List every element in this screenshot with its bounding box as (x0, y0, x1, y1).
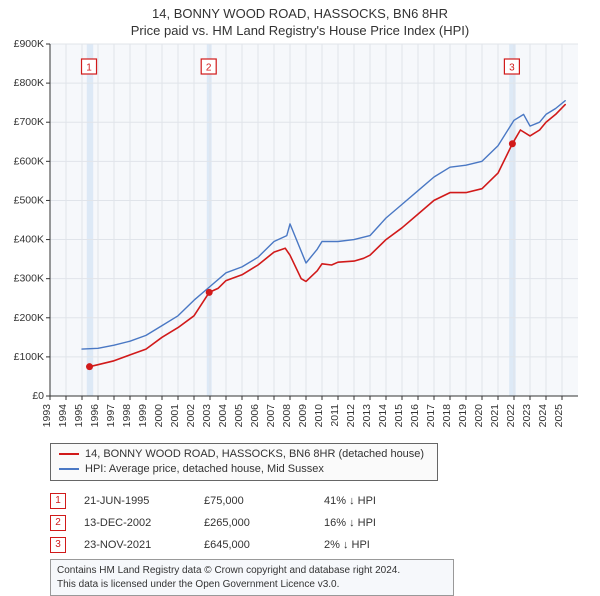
svg-text:2007: 2007 (265, 404, 277, 428)
event-row: 2 13-DEC-2002£265,00016% ↓ HPI (50, 512, 434, 534)
svg-text:2001: 2001 (169, 404, 181, 428)
legend-swatch-hpi (59, 468, 79, 470)
event-date: 23-NOV-2021 (84, 539, 204, 551)
footer-line2: This data is licensed under the Open Gov… (57, 578, 447, 592)
event-date: 21-JUN-1995 (84, 495, 204, 507)
svg-text:3: 3 (509, 63, 515, 74)
svg-text:2018: 2018 (441, 404, 453, 428)
event-diff: 16% ↓ HPI (324, 517, 434, 529)
svg-text:1997: 1997 (105, 404, 117, 428)
svg-text:1996: 1996 (89, 404, 101, 428)
svg-text:£900K: £900K (14, 38, 44, 50)
svg-text:£200K: £200K (14, 312, 44, 324)
svg-text:2022: 2022 (505, 404, 517, 428)
event-diff: 2% ↓ HPI (324, 539, 434, 551)
event-marker: 3 (50, 537, 66, 553)
svg-text:2010: 2010 (313, 404, 325, 428)
svg-text:1995: 1995 (73, 404, 85, 428)
svg-text:£600K: £600K (14, 155, 44, 167)
event-row: 1 21-JUN-1995£75,00041% ↓ HPI (50, 490, 434, 512)
svg-text:2015: 2015 (393, 404, 405, 428)
svg-text:1: 1 (86, 63, 92, 74)
svg-text:2016: 2016 (409, 404, 421, 428)
events-table: 1 21-JUN-1995£75,00041% ↓ HPI 2 13-DEC-2002… (50, 490, 434, 556)
svg-text:£500K: £500K (14, 194, 44, 206)
event-price: £75,000 (204, 495, 324, 507)
footer: Contains HM Land Registry data © Crown c… (50, 559, 454, 596)
svg-text:1999: 1999 (137, 404, 149, 428)
event-diff: 41% ↓ HPI (324, 495, 434, 507)
event-row: 3 23-NOV-2021£645,0002% ↓ HPI (50, 534, 434, 556)
svg-text:2024: 2024 (537, 404, 549, 428)
svg-text:2019: 2019 (457, 404, 469, 428)
svg-text:2006: 2006 (249, 404, 261, 428)
event-marker: 1 (50, 493, 66, 509)
legend-label-hpi: HPI: Average price, detached house, Mid … (85, 462, 324, 477)
svg-text:2: 2 (206, 63, 212, 74)
legend: 14, BONNY WOOD ROAD, HASSOCKS, BN6 8HR (… (50, 443, 438, 481)
svg-text:£800K: £800K (14, 77, 44, 89)
svg-text:2000: 2000 (153, 404, 165, 428)
legend-row-hpi: HPI: Average price, detached house, Mid … (59, 462, 429, 477)
event-price: £265,000 (204, 517, 324, 529)
price-chart: £0 £100K £200K £300K £400K £500K £600K £700K £80… (0, 0, 600, 448)
svg-text:2017: 2017 (425, 404, 437, 428)
svg-text:2008: 2008 (281, 404, 293, 428)
svg-text:£700K: £700K (14, 116, 44, 128)
svg-text:1998: 1998 (121, 404, 133, 428)
svg-text:2023: 2023 (521, 404, 533, 428)
svg-text:£400K: £400K (14, 234, 44, 246)
svg-text:2025: 2025 (553, 404, 565, 428)
svg-text:£100K: £100K (14, 351, 44, 363)
legend-row-property: 14, BONNY WOOD ROAD, HASSOCKS, BN6 8HR (… (59, 447, 429, 462)
event-date: 13-DEC-2002 (84, 517, 204, 529)
svg-text:2005: 2005 (233, 404, 245, 428)
svg-text:2011: 2011 (329, 404, 341, 427)
svg-text:£300K: £300K (14, 273, 44, 285)
chart-container: 14, BONNY WOOD ROAD, HASSOCKS, BN6 8HR P… (0, 0, 600, 590)
svg-text:2003: 2003 (201, 404, 213, 428)
svg-text:£0: £0 (32, 390, 44, 402)
svg-text:2012: 2012 (345, 404, 357, 428)
svg-text:1994: 1994 (57, 404, 69, 428)
svg-text:2014: 2014 (377, 404, 389, 428)
event-marker: 2 (50, 515, 66, 531)
svg-text:2021: 2021 (489, 404, 501, 428)
legend-label-property: 14, BONNY WOOD ROAD, HASSOCKS, BN6 8HR (… (85, 447, 424, 462)
svg-text:2013: 2013 (361, 404, 373, 428)
event-price: £645,000 (204, 539, 324, 551)
svg-text:1993: 1993 (41, 404, 53, 428)
svg-text:2002: 2002 (185, 404, 197, 428)
svg-text:2009: 2009 (297, 404, 309, 428)
legend-swatch-property (59, 453, 79, 455)
svg-text:2020: 2020 (473, 404, 485, 428)
svg-text:2004: 2004 (217, 404, 229, 428)
footer-line1: Contains HM Land Registry data © Crown c… (57, 564, 447, 578)
